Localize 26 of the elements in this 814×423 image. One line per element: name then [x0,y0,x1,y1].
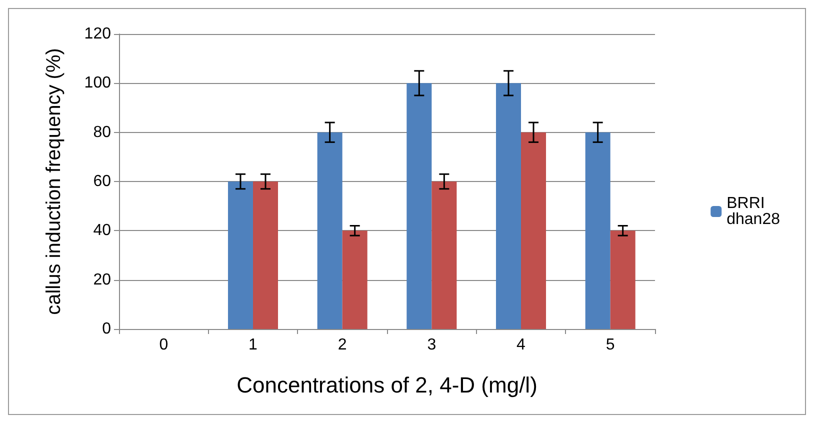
bar [496,83,521,329]
bar [610,230,636,329]
y-tick-label: 100 [84,74,112,92]
x-axis-title: Concentrations of 2, 4-D (mg/l) [236,372,538,398]
x-tick-label: 4 [516,336,526,354]
x-tick-label: 1 [248,336,258,354]
bar [521,132,546,329]
y-tick-label: 20 [93,271,112,288]
y-axis-title: callus induction frequency (%) [43,48,65,315]
x-tick-label: 5 [606,336,615,354]
x-tick-label: 3 [427,336,436,354]
y-tick-label: 60 [93,173,112,190]
y-tick-label: 40 [93,222,112,240]
bar [317,132,342,329]
bar [228,182,253,329]
bar [406,83,432,329]
bar [253,182,278,329]
y-tick-label: 0 [102,320,112,338]
bar [342,230,368,329]
y-tick-label: 120 [84,26,112,42]
x-tick-label: 0 [159,336,168,354]
y-tick-label: 80 [93,124,112,141]
legend-label: BRRI dhan28 [726,195,780,228]
bar [432,182,457,329]
x-tick-label: 2 [338,336,347,354]
bar [585,132,610,329]
